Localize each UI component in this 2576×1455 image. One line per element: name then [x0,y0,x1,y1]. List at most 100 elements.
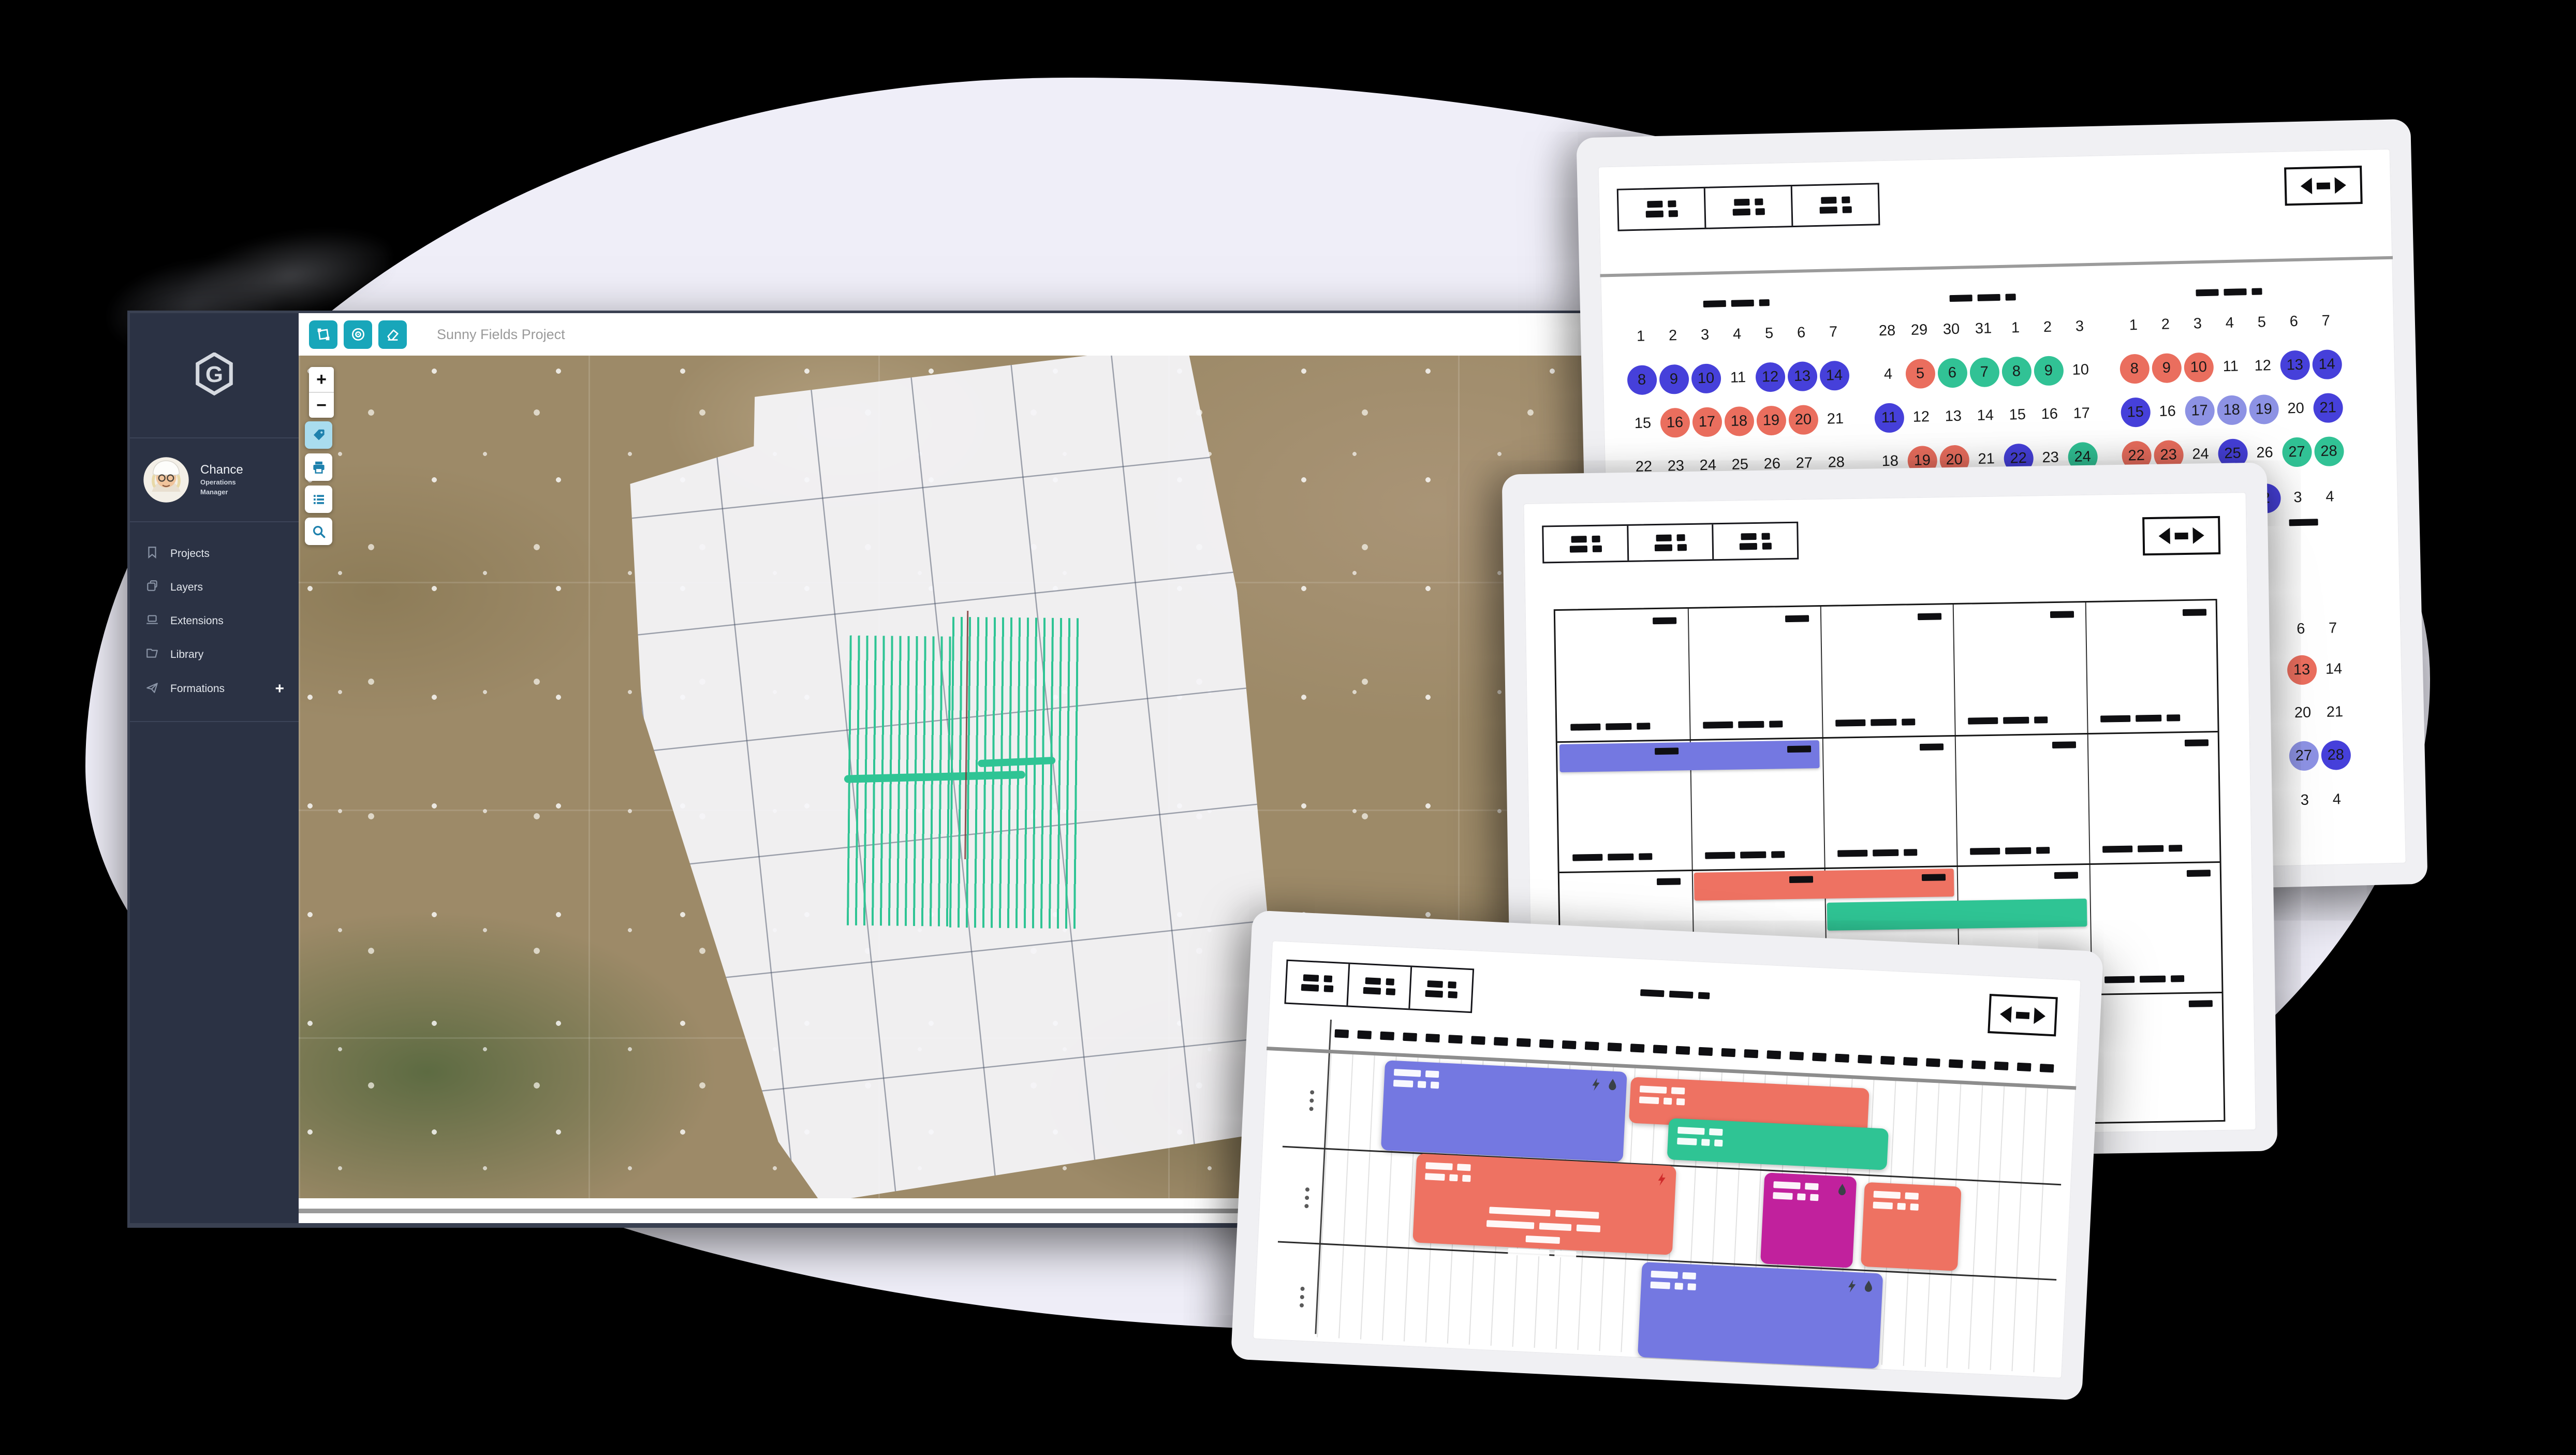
calendar-event-bar-salmon[interactable] [1694,869,1954,901]
printer-icon[interactable] [305,453,332,481]
calendar-day[interactable]: 20 [1787,398,1820,442]
calendar-day[interactable]: 6 [1797,324,1806,341]
calendar-day[interactable]: 7 [1829,323,1838,340]
calendar-day[interactable]: 27 [2287,734,2320,776]
date-nav-button[interactable] [1988,994,2058,1037]
calendar-day[interactable]: 9 [2150,346,2183,390]
calendar-day[interactable]: 19 [2247,387,2280,431]
calendar-day[interactable]: 16 [1658,401,1691,445]
month-day-cell[interactable] [1953,602,2087,735]
row-drag-handle[interactable] [1304,1187,1311,1209]
calendar-day[interactable]: 9 [1657,357,1690,401]
calendar-day[interactable]: 20 [2287,400,2305,417]
calendar-day[interactable]: 4 [1732,325,1742,343]
calendar-day[interactable]: 15 [2009,406,2026,423]
calendar-day[interactable]: 14 [1818,354,1851,398]
zoom-in-button[interactable]: + [316,369,327,389]
calendar-event-bar-teal[interactable] [1827,899,2087,931]
calendar-day[interactable]: 10 [2182,345,2215,389]
search-icon[interactable] [305,518,332,545]
calendar-day[interactable]: 28 [2319,734,2352,776]
calendar-day[interactable]: 6 [2296,620,2305,637]
calendar-day[interactable]: 8 [2118,346,2151,390]
date-nav-button[interactable] [2142,516,2221,556]
calendar-day[interactable]: 3 [2075,317,2084,335]
calendar-day[interactable]: 14 [2325,660,2343,678]
calendar-day[interactable]: 13 [1945,407,1962,424]
calendar-day[interactable]: 7 [2321,312,2331,329]
calendar-day[interactable]: 30 [1942,320,1960,337]
sidebar-item-formations[interactable]: Formations + [130,671,299,707]
calendar-day[interactable]: 2 [2043,318,2052,335]
calendar-day[interactable]: 8 [2000,349,2033,393]
calendar-day[interactable]: 11 [1730,369,1746,386]
horizontal-scrollbar[interactable] [299,1208,1585,1213]
month-day-cell[interactable] [1955,733,2089,865]
calendar-day[interactable]: 3 [1700,326,1710,343]
month-day-cell[interactable] [2087,731,2222,863]
schedule-block-magenta[interactable] [1760,1172,1857,1268]
calendar-day[interactable]: 13 [2285,649,2318,690]
calendar-day[interactable]: 12 [1754,355,1787,399]
calendar-day[interactable]: 10 [1689,356,1723,400]
calendar-day[interactable]: 7 [2328,619,2337,637]
calendar-day[interactable]: 18 [1723,399,1756,443]
schedule-block-salmon[interactable] [1860,1182,1962,1271]
calendar-day[interactable]: 4 [2225,314,2234,331]
calendar-day[interactable]: 11 [2222,358,2239,375]
calendar-day[interactable]: 13 [2278,343,2312,387]
calendar-day[interactable]: 21 [2326,703,2344,721]
calendar-day[interactable]: 6 [1936,350,1969,394]
month-day-cell[interactable] [2092,992,2226,1124]
calendar-day[interactable]: 5 [2257,313,2266,331]
calendar-day[interactable]: 14 [1977,406,1994,424]
tab-redacted[interactable] [1618,188,1705,230]
calendar-day[interactable]: 1 [1636,328,1645,345]
add-formation-button[interactable]: + [275,680,284,697]
calendar-day[interactable]: 19 [1755,398,1788,442]
tab-redacted[interactable] [1627,524,1713,561]
month-day-cell[interactable] [1688,607,1822,739]
schedule-block-salmon[interactable] [1412,1153,1677,1258]
calendar-day[interactable]: 3 [2300,791,2309,809]
calendar-day[interactable]: 10 [2072,361,2089,378]
calendar-day[interactable]: 16 [2041,405,2058,422]
target-icon[interactable] [344,320,372,349]
calendar-day[interactable]: 2 [1668,327,1677,344]
calendar-day[interactable]: 1 [2011,319,2020,336]
month-day-cell[interactable] [1555,609,1690,741]
calendar-day[interactable]: 5 [1764,325,1774,342]
calendar-day[interactable]: 6 [2289,313,2299,330]
calendar-day[interactable]: 20 [2294,704,2312,721]
list-icon[interactable] [305,486,332,513]
calendar-day[interactable]: 9 [2032,348,2065,392]
calendar-day[interactable]: 21 [1827,410,1844,428]
calendar-day[interactable]: 16 [2159,402,2176,420]
month-day-cell[interactable] [1820,605,1955,737]
sidebar-item-extensions[interactable]: Extensions [130,604,299,638]
sidebar-item-projects[interactable]: Projects [130,537,299,570]
calendar-day[interactable]: 2 [2161,316,2170,333]
sidebar-item-layers[interactable]: Layers [130,570,299,604]
tab-redacted[interactable] [1712,523,1798,560]
calendar-day[interactable]: 4 [2332,790,2342,808]
tab-redacted[interactable] [1346,964,1411,1009]
calendar-day[interactable]: 11 [1873,395,1906,439]
month-day-cell[interactable] [2089,861,2224,994]
sidebar-item-library[interactable]: Library [130,638,299,671]
calendar-day[interactable]: 7 [1968,350,2001,394]
month-day-cell[interactable] [2085,600,2220,733]
calendar-day[interactable]: 3 [2293,489,2302,506]
calendar-day[interactable]: 13 [1786,354,1819,398]
calendar-day[interactable]: 3 [2193,315,2202,332]
calendar-day[interactable]: 21 [2312,386,2345,430]
calendar-day[interactable]: 28 [1878,322,1896,339]
calendar-day[interactable]: 4 [2325,488,2334,505]
calendar-day[interactable]: 5 [1904,351,1937,395]
tab-redacted[interactable] [1408,967,1473,1012]
month-day-cell[interactable] [1822,735,1957,868]
calendar-day[interactable]: 29 [1910,321,1928,339]
zoom-out-button[interactable]: − [309,392,334,418]
calendar-day[interactable]: 15 [2119,390,2152,434]
calendar-event-bar-purple[interactable] [1559,740,1820,773]
